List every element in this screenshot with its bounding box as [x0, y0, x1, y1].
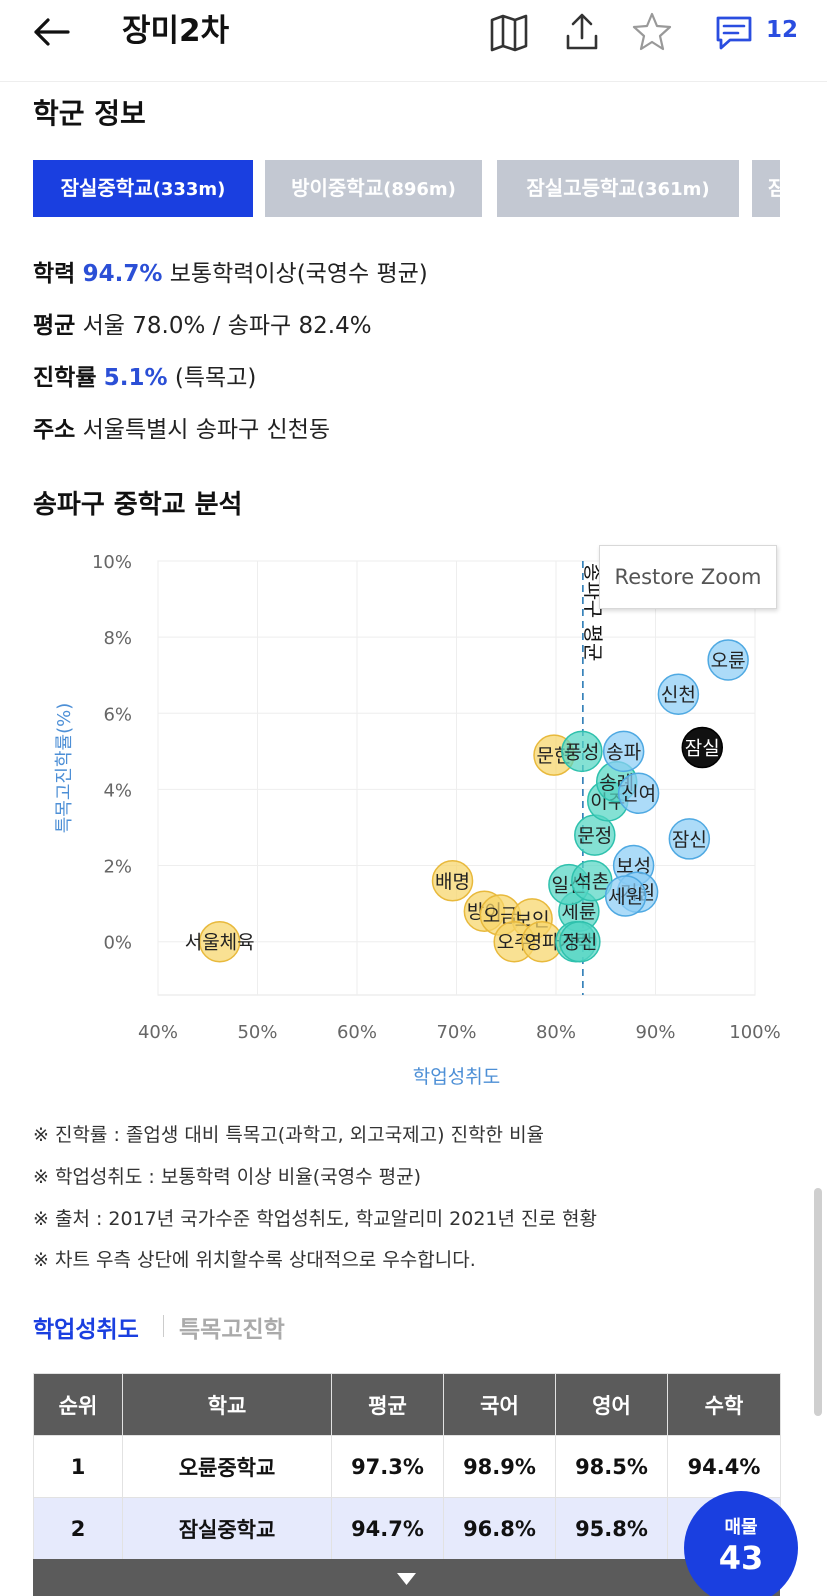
table-row[interactable]: 1 오륜중학교 97.3% 98.9% 98.5% 94.4% [33, 1435, 781, 1498]
data-point-label: 영파 [525, 932, 560, 954]
data-point-label: 석촌 [574, 871, 609, 893]
expand-table-button[interactable] [33, 1559, 780, 1596]
data-point-below_avg[interactable] [431, 860, 474, 902]
average-line: 평균 서울 78.0% / 송파구 82.4% [33, 313, 372, 339]
data-point-label: 잠신 [672, 829, 707, 851]
data-point-above_avg[interactable] [668, 818, 711, 860]
col-english[interactable]: 영어 [555, 1373, 668, 1436]
data-point-label: 풍성 [564, 741, 599, 763]
scatter-chart[interactable]: 0% 2% 4% 6% 8% 10% 40% 50% 60% 70% 80% 90% 100% 학업성취도… [0, 535, 827, 1095]
col-school[interactable]: 학교 [122, 1373, 332, 1436]
x-axis-label: 학업성취도 [413, 1066, 500, 1088]
y-tick-label: 4% [103, 780, 132, 801]
cell-average: 94.7% [331, 1497, 444, 1560]
cell-average: 97.3% [331, 1435, 444, 1498]
y-tick-label: 8% [103, 628, 132, 649]
x-tick-label: 50% [237, 1022, 277, 1043]
comment-count[interactable]: 12 [766, 17, 799, 43]
note-chart-guide: ※ 차트 우측 상단에 위치할수록 상대적으로 우수합니다. [33, 1249, 476, 1271]
tab-special-high[interactable]: 특목고진학 [179, 1317, 285, 1343]
map-book-icon[interactable] [487, 10, 531, 54]
cell-korean: 96.8% [443, 1497, 556, 1560]
x-tick-label: 60% [337, 1022, 377, 1043]
restore-zoom-button[interactable]: Restore Zoom [599, 545, 777, 609]
fab-label: 매물 [724, 1517, 758, 1538]
note-advance-rate: ※ 진학률 : 졸업생 대비 특목고(과학고, 외고국제고) 진학한 비율 [33, 1124, 545, 1146]
page-title: 장미2차 [122, 13, 230, 49]
y-tick-label: 2% [103, 857, 132, 878]
chevron-down-icon [397, 1573, 416, 1585]
tab-achievement[interactable]: 학업성취도 [33, 1317, 139, 1343]
x-tick-label: 80% [536, 1022, 576, 1043]
cell-english: 95.8% [555, 1497, 668, 1560]
section-title-school-info: 학군 정보 [33, 97, 146, 130]
data-point-label: 배명 [435, 871, 470, 893]
y-axis-label: 특목고진학률(%) [54, 703, 75, 834]
cell-korean: 98.9% [443, 1435, 556, 1498]
y-tick-label: 6% [103, 704, 132, 725]
fab-count: 43 [718, 1539, 764, 1577]
table-header-row: 순위 학교 평균 국어 영어 수학 [33, 1373, 781, 1436]
cell-rank: 1 [33, 1435, 123, 1498]
col-korean[interactable]: 국어 [443, 1373, 556, 1436]
data-point-label: 신천 [661, 684, 696, 706]
data-point-near_avg[interactable] [561, 730, 603, 773]
data-point-above_avg[interactable] [657, 673, 700, 715]
school-tabs: 잠실중학교(333m) 방이중학교(896m) 잠실고등학교(361m) 잠 [33, 160, 780, 218]
cell-english: 98.5% [555, 1435, 668, 1498]
data-point-label: 세원 [608, 886, 643, 908]
scrollbar[interactable] [814, 1188, 822, 1416]
data-point-label: 문정 [577, 825, 612, 847]
table-row[interactable]: 2 잠실중학교 94.7% 96.8% 95.8% [33, 1497, 781, 1560]
data-point-label: 신여 [621, 783, 656, 805]
data-point-label: 오륜 [711, 650, 746, 672]
data-point-near_avg[interactable] [559, 920, 601, 963]
data-point-below_avg[interactable] [198, 920, 241, 963]
data-point-label: 세륜 [561, 901, 596, 923]
address-line: 주소 서울특별시 송파구 신천동 [33, 417, 331, 443]
tab-jamsil-middle[interactable]: 잠실중학교(333m) [33, 160, 253, 217]
y-tick-label: 0% [103, 933, 132, 954]
data-point-above_avg[interactable] [602, 730, 645, 773]
data-point-above_avg[interactable] [604, 875, 647, 917]
x-tick-label: 90% [635, 1022, 675, 1043]
app-header: 장미2차 12 [0, 0, 827, 82]
y-tick-label: 10% [92, 552, 132, 573]
data-point-label: 서울체육 [185, 932, 255, 954]
x-tick-label: 100% [729, 1022, 780, 1043]
comment-icon[interactable] [712, 10, 756, 54]
cell-school: 오륜중학교 [122, 1435, 332, 1498]
data-point-above_avg[interactable] [707, 639, 749, 681]
x-tick-label: 70% [436, 1022, 476, 1043]
ranking-table: 순위 학교 평균 국어 영어 수학 1 오륜중학교 97.3% 98.9% 98… [33, 1373, 781, 1560]
section-title-analysis: 송파구 중학교 분석 [33, 490, 243, 520]
tab-jamsil-high[interactable]: 잠실고등학교(361m) [497, 160, 739, 217]
achievement-line: 학력 94.7% 보통학력이상(국영수 평균) [33, 261, 428, 287]
note-achievement: ※ 학업성취도 : 보통학력 이상 비율(국영수 평균) [33, 1166, 422, 1188]
data-point-selected[interactable] [681, 726, 724, 769]
data-point-label: 송파 [606, 741, 641, 763]
col-average[interactable]: 평균 [331, 1373, 444, 1436]
data-point-above_avg[interactable] [617, 772, 660, 814]
cell-school: 잠실중학교 [122, 1497, 332, 1560]
cell-math: 94.4% [667, 1435, 781, 1498]
col-math[interactable]: 수학 [667, 1373, 781, 1436]
data-point-label: 잠실 [685, 738, 720, 760]
col-rank[interactable]: 순위 [33, 1373, 123, 1436]
tab-divider [163, 1315, 164, 1337]
note-source: ※ 출처 : 2017년 국가수준 학업성취도, 학교알리미 2021년 진로 … [33, 1208, 597, 1230]
star-icon[interactable] [630, 10, 674, 54]
x-tick-label: 40% [138, 1022, 178, 1043]
listings-fab[interactable]: 매물 43 [684, 1491, 798, 1596]
advance-line: 진학률 5.1% (특목고) [33, 365, 257, 391]
tab-bangi-middle[interactable]: 방이중학교(896m) [265, 160, 482, 217]
back-arrow-icon[interactable] [28, 10, 76, 54]
data-point-label: 정신 [562, 932, 597, 954]
tab-partial[interactable]: 잠 [752, 160, 780, 217]
data-point-label: 오금 [483, 905, 518, 927]
share-icon[interactable] [560, 10, 604, 54]
cell-rank: 2 [33, 1497, 123, 1560]
